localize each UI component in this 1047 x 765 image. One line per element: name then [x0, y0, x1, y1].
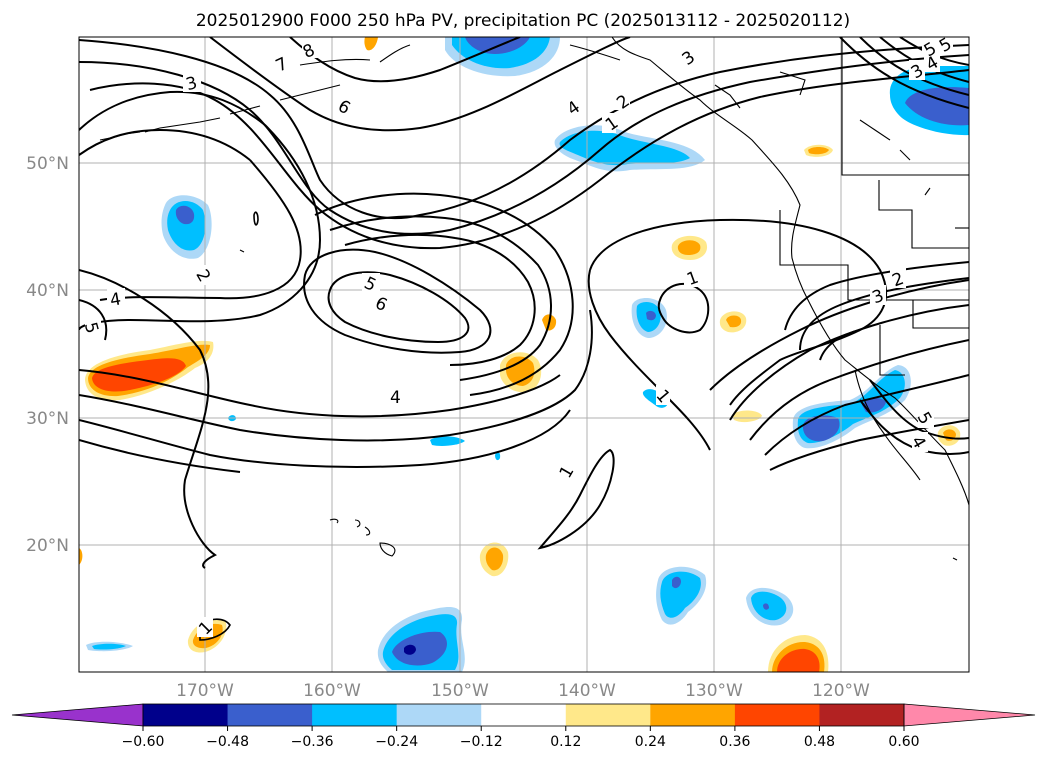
- pos-anomaly-east-core: [677, 240, 701, 255]
- pos-anomaly-east-strip: [732, 410, 762, 423]
- colorbar-segment: [396, 704, 482, 726]
- neg-anomaly-northeast-core: [905, 87, 969, 126]
- map-panel: 3 7 8 6 2 4 5 5 6 4 1 1 1 4: [79, 37, 969, 672]
- colorbar-segment: [650, 704, 736, 726]
- colorbar-extend-high: [903, 703, 1036, 727]
- colorbar-extend-low: [11, 703, 144, 727]
- colorbar-segment: [481, 704, 567, 726]
- neg-anomaly-southwest-strip-core: [92, 643, 126, 650]
- pos-anomaly-central-mid: [506, 356, 535, 386]
- neg-anomaly-central-strip: [430, 436, 465, 446]
- neg-anomaly-south-dark: [404, 644, 416, 655]
- colorbar-tick-label: 0.60: [888, 734, 919, 750]
- contour-label: 3: [184, 73, 200, 95]
- lat-label: 20°N: [26, 536, 69, 556]
- pos-anomaly-westedge: [79, 548, 83, 565]
- lon-label: 150°W: [431, 681, 489, 701]
- neg-anomaly-south-east2-core: [763, 603, 769, 610]
- neg-anomaly-west-core: [175, 205, 195, 225]
- pos-anomaly-northeast-small-core: [808, 147, 829, 155]
- lon-label: 130°W: [685, 681, 743, 701]
- lon-label: 140°W: [558, 681, 616, 701]
- colorbar-tick-label: −0.48: [206, 734, 249, 750]
- lon-label: 160°W: [303, 681, 361, 701]
- contour-label: 4: [109, 289, 123, 311]
- colorbar-ticks: −0.60 −0.48 −0.36 −0.24 −0.12 0.12 0.24 0.36 0.4…: [122, 726, 920, 750]
- colorbar-outline: [142, 703, 905, 727]
- latitude-labels: 50°N 40°N 30°N 20°N: [26, 154, 69, 556]
- longitude-labels: 170°W 160°W 150°W 140°W 130°W 120°W: [176, 681, 870, 701]
- colorbar-tick-label: −0.24: [375, 734, 418, 750]
- colorbar: −0.60 −0.48 −0.36 −0.24 −0.12 0.12 0.24 0.36 0.4…: [11, 703, 1036, 750]
- colorbar-tick-label: 0.24: [635, 734, 666, 750]
- lat-label: 50°N: [26, 154, 69, 174]
- pos-anomaly-hawaii-core: [485, 547, 504, 571]
- colorbar-tick-label: 0.36: [719, 734, 750, 750]
- neg-anomaly-central-dot: [495, 452, 501, 461]
- lon-label: 120°W: [812, 681, 870, 701]
- colorbar-segment: [734, 704, 820, 726]
- neg-anomaly-southeast-core: [672, 576, 681, 589]
- lat-label: 40°N: [26, 281, 69, 301]
- neg-anomaly-southeast-mid: [660, 571, 701, 618]
- colorbar-tick-label: −0.12: [460, 734, 503, 750]
- colorbar-segment: [227, 704, 313, 726]
- colorbar-segment: [565, 704, 651, 726]
- colorbar-segment: [312, 704, 398, 726]
- colorbar-tick-label: −0.60: [122, 734, 165, 750]
- map-frame: [78, 36, 970, 673]
- pos-anomaly-north-small: [364, 37, 378, 51]
- pos-anomaly-south-core: [777, 648, 820, 672]
- colorbar-tick-label: −0.36: [291, 734, 334, 750]
- neg-anomaly-south-core: [392, 631, 447, 666]
- colorbar-tick-label: 0.48: [804, 734, 835, 750]
- contour-label-group: 3 7 8 6 2 4 5 5 6 4 1 1 1 4: [80, 37, 955, 639]
- colorbar-segments: [11, 703, 1036, 727]
- contour-label: 5: [80, 320, 102, 336]
- pos-anomaly-west-core: [92, 358, 186, 392]
- pos-anomaly-east-small-core: [726, 315, 742, 328]
- pv-contours: [79, 37, 969, 569]
- colorbar-tick-label: 0.12: [550, 734, 581, 750]
- colorbar-segment: [143, 704, 229, 726]
- neg-anomaly-baja-core: [802, 415, 840, 442]
- figure-title: 2025012900 F000 250 hPa PV, precipitatio…: [196, 11, 850, 31]
- lat-label: 30°N: [26, 409, 69, 429]
- contour-label: 4: [390, 388, 401, 408]
- lon-label: 170°W: [176, 681, 234, 701]
- neg-anomaly-east-core: [646, 310, 656, 321]
- colorbar-segment: [819, 704, 905, 726]
